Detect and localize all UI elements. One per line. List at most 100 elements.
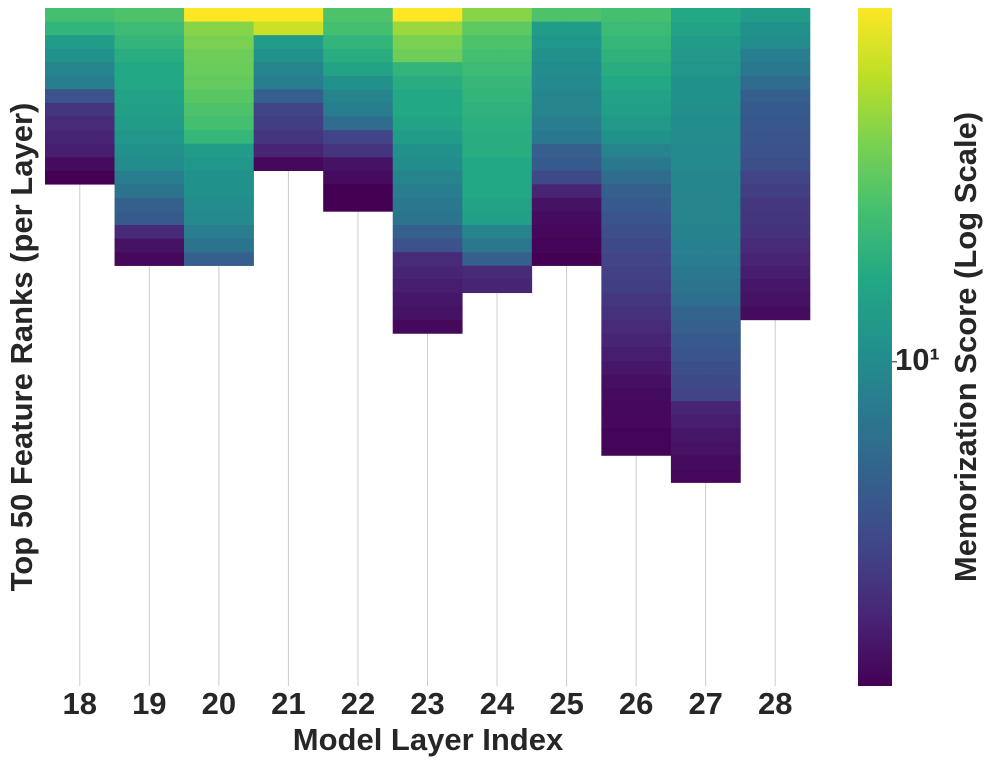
heatmap-cell [114, 184, 185, 199]
colorbar [858, 8, 892, 686]
heatmap-cell [323, 102, 394, 117]
heatmap-cell [531, 184, 602, 199]
heatmap-cell [531, 197, 602, 212]
heatmap-cell [601, 143, 672, 158]
heatmap-cell [253, 89, 324, 104]
heatmap-cell [740, 292, 811, 307]
heatmap-cell [740, 224, 811, 239]
heatmap-cell [184, 21, 254, 36]
heatmap-cell [323, 157, 394, 172]
heatmap-cell [253, 102, 324, 117]
heatmap-cell [323, 21, 394, 36]
x-tick-label: 20 [202, 686, 236, 721]
heatmap-cell [114, 75, 185, 90]
heatmap-cell [670, 347, 741, 361]
heatmap-cell [601, 21, 672, 36]
heatmap-cell [45, 8, 115, 22]
heatmap-cell [392, 279, 463, 294]
heatmap-cell [740, 62, 811, 77]
heatmap-cell [45, 143, 115, 158]
heatmap-cell [670, 401, 741, 416]
heatmap-cell [740, 102, 811, 117]
heatmap [45, 8, 811, 483]
heatmap-cell [253, 116, 324, 131]
heatmap-cell [531, 252, 602, 266]
heatmap-cell [184, 184, 254, 199]
heatmap-cell [462, 62, 533, 77]
heatmap-cell [45, 75, 115, 90]
heatmap-cell [114, 211, 185, 226]
heatmap-cell [670, 116, 741, 131]
heatmap-cell [253, 75, 324, 90]
heatmap-cell [462, 102, 533, 117]
heatmap-cell [601, 428, 672, 443]
heatmap-cell [601, 333, 672, 348]
heatmap-cell [740, 48, 811, 63]
heatmap-cell [392, 89, 463, 104]
heatmap-cell [323, 116, 394, 131]
heatmap-cell [531, 224, 602, 239]
heatmap-cell [45, 157, 115, 172]
heatmap-cell [184, 75, 254, 90]
heatmap-cell [323, 75, 394, 90]
heatmap-cell [531, 238, 602, 253]
heatmap-cell [392, 238, 463, 253]
heatmap-cell [253, 62, 324, 77]
heatmap-cell [740, 211, 811, 226]
heatmap-cell [601, 319, 672, 334]
heatmap-cell [670, 224, 741, 239]
heatmap-cell [531, 130, 602, 144]
heatmap-cell [392, 143, 463, 158]
heatmap-cell [670, 184, 741, 199]
heatmap-cell [114, 102, 185, 117]
heatmap-cell [45, 62, 115, 77]
colorbar-label: Memorization Score (Log Scale) [948, 112, 983, 582]
heatmap-cell [462, 224, 533, 239]
heatmap-cell [670, 265, 741, 280]
heatmap-cell [601, 306, 672, 321]
heatmap-cell [392, 62, 463, 77]
heatmap-cell [601, 292, 672, 307]
heatmap-cell [462, 279, 533, 294]
heatmap-cell [601, 360, 672, 375]
heatmap-cell [253, 143, 324, 158]
heatmap-cell [253, 21, 324, 36]
heatmap-cell [670, 455, 741, 470]
heatmap-cell [114, 252, 185, 266]
heatmap-cell [740, 143, 811, 158]
x-tick-label: 22 [341, 686, 375, 721]
heatmap-cell [253, 157, 324, 172]
heatmap-cell [323, 48, 394, 63]
heatmap-cell [670, 143, 741, 158]
heatmap-cell [392, 8, 463, 22]
x-tick-label: 21 [271, 686, 305, 721]
heatmap-cell [184, 157, 254, 172]
heatmap-cell [114, 116, 185, 131]
heatmap-cell [392, 292, 463, 307]
heatmap-cell [323, 170, 394, 185]
heatmap-cell [392, 102, 463, 117]
heatmap-cell [601, 89, 672, 104]
x-tick-label: 18 [63, 686, 97, 721]
heatmap-cell [114, 62, 185, 77]
heatmap-cell [740, 116, 811, 131]
heatmap-cell [392, 224, 463, 239]
x-tick-label: 19 [132, 686, 166, 721]
heatmap-cell [740, 170, 811, 185]
heatmap-cell [323, 184, 394, 199]
heatmap-cell [670, 469, 741, 483]
heatmap-cell [601, 211, 672, 226]
heatmap-cell [740, 252, 811, 266]
heatmap-cell [45, 130, 115, 144]
heatmap-cell [184, 211, 254, 226]
heatmap-cell [601, 224, 672, 239]
heatmap-cell [392, 170, 463, 185]
heatmap-cell [45, 48, 115, 63]
heatmap-cell [670, 238, 741, 253]
heatmap-cell [462, 35, 533, 49]
heatmap-cell [462, 265, 533, 280]
heatmap-cell [670, 441, 741, 456]
heatmap-cell [670, 102, 741, 117]
heatmap-cell [392, 35, 463, 49]
heatmap-cell [184, 238, 254, 253]
